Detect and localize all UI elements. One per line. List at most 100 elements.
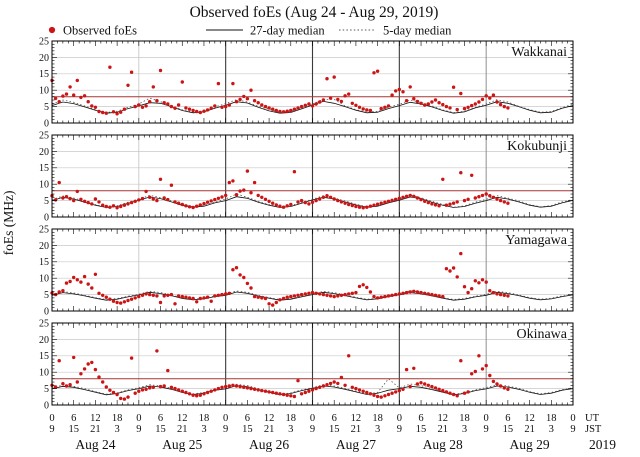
date-label: Aug 25 bbox=[162, 437, 202, 452]
ut-tick-label: 0 bbox=[49, 413, 54, 424]
jst-tick-label: 9 bbox=[484, 424, 489, 435]
y-tick-label: 25 bbox=[39, 130, 49, 141]
y-tick-label: 20 bbox=[39, 147, 49, 158]
y-tick-label: 5 bbox=[44, 290, 49, 301]
panel-kokubunji: 0 5 10 15 20 25 Kokubunji bbox=[39, 130, 574, 223]
chart-legend: Observed foEs 27-day median 5-day median bbox=[48, 24, 452, 38]
ut-tick-label: 18 bbox=[199, 413, 210, 424]
legend-median5-label: 5-day median bbox=[383, 24, 452, 38]
ut-tick-label: 0 bbox=[136, 413, 141, 424]
date-label: Aug 24 bbox=[75, 437, 115, 452]
median27-line bbox=[51, 291, 574, 301]
y-tick-label: 5 bbox=[44, 196, 49, 207]
y-tick-label: 10 bbox=[39, 274, 49, 285]
ut-tick-label: 12 bbox=[351, 413, 362, 424]
y-tick-label: 15 bbox=[39, 257, 49, 268]
jst-tick-label: 15 bbox=[329, 424, 340, 435]
ut-tick-label: 6 bbox=[158, 413, 163, 424]
ut-tick-label: 6 bbox=[418, 413, 423, 424]
ut-tick-label: 18 bbox=[286, 413, 297, 424]
ut-tick-label: 18 bbox=[372, 413, 383, 424]
y-tick-label: 15 bbox=[39, 69, 49, 80]
y-tick-label: 20 bbox=[39, 53, 49, 64]
ut-tick-label: 6 bbox=[505, 413, 510, 424]
ut-tick-label: 18 bbox=[112, 413, 123, 424]
y-tick-label: 0 bbox=[44, 212, 49, 223]
y-tick-label: 10 bbox=[39, 180, 49, 191]
y-tick-label: 20 bbox=[39, 241, 49, 252]
legend-median27-label: 27-day median bbox=[250, 24, 325, 38]
jst-tick-label: 21 bbox=[177, 424, 188, 435]
y-tick-label: 0 bbox=[44, 400, 49, 411]
ut-tick-label: 0 bbox=[484, 413, 489, 424]
observed-points bbox=[50, 349, 510, 401]
jst-tick-label: 9 bbox=[570, 424, 575, 435]
station-label: Wakkanai bbox=[511, 45, 567, 60]
ut-tick-label: 18 bbox=[546, 413, 557, 424]
jst-tick-label: 3 bbox=[375, 424, 380, 435]
ut-tick-label: 12 bbox=[177, 413, 188, 424]
y-tick-label: 5 bbox=[44, 384, 49, 395]
ut-tick-label: 0 bbox=[397, 413, 402, 424]
panel-yamagawa: 0 5 10 15 20 25 Yamagawa bbox=[39, 224, 574, 317]
jst-tick-label: 3 bbox=[288, 424, 293, 435]
observed-points bbox=[50, 65, 510, 116]
date-label: Aug 26 bbox=[249, 437, 289, 452]
jst-tick-label: 15 bbox=[68, 424, 79, 435]
jst-tick-label: 15 bbox=[242, 424, 253, 435]
y-tick-label: 10 bbox=[39, 86, 49, 97]
y-tick-label: 10 bbox=[39, 368, 49, 379]
y-tick-label: 25 bbox=[39, 318, 49, 329]
jst-tick-label: 21 bbox=[524, 424, 535, 435]
panel-wakkanai: 0 5 10 15 20 25 Wakkanai bbox=[39, 36, 574, 129]
y-axis-label: foEs (MHz) bbox=[1, 191, 16, 256]
ut-tick-label: 6 bbox=[245, 413, 250, 424]
ut-unit-label: UT bbox=[585, 413, 600, 424]
y-tick-label: 15 bbox=[39, 351, 49, 362]
median5-line bbox=[51, 97, 574, 113]
y-tick-label: 25 bbox=[39, 224, 49, 235]
jst-tick-label: 3 bbox=[549, 424, 554, 435]
jst-tick-label: 15 bbox=[155, 424, 166, 435]
ut-tick-label: 6 bbox=[71, 413, 76, 424]
jst-unit-label: JST bbox=[585, 424, 602, 435]
jst-tick-label: 21 bbox=[90, 424, 101, 435]
date-label: Aug 27 bbox=[336, 437, 376, 452]
station-label: Kokubunji bbox=[507, 139, 567, 154]
median5-line bbox=[51, 378, 574, 395]
jst-tick-label: 3 bbox=[201, 424, 206, 435]
date-label: Aug 29 bbox=[510, 437, 550, 452]
y-tick-label: 5 bbox=[44, 102, 49, 113]
y-tick-label: 0 bbox=[44, 306, 49, 317]
y-tick-label: 0 bbox=[44, 118, 49, 129]
jst-tick-label: 3 bbox=[115, 424, 120, 435]
jst-tick-label: 9 bbox=[223, 424, 228, 435]
legend-observed-label: Observed foEs bbox=[63, 24, 137, 38]
panel-okinawa: 0 5 10 15 20 25 Okinawa bbox=[39, 318, 574, 411]
jst-tick-label: 9 bbox=[310, 424, 315, 435]
ut-tick-label: 18 bbox=[459, 413, 470, 424]
year-label: 2019 bbox=[589, 437, 616, 452]
jst-tick-label: 15 bbox=[503, 424, 514, 435]
jst-tick-label: 21 bbox=[351, 424, 362, 435]
y-tick-label: 15 bbox=[39, 163, 49, 174]
chart-title: Observed foEs (Aug 24 - Aug 29, 2019) bbox=[190, 4, 439, 21]
ut-tick-label: 12 bbox=[438, 413, 449, 424]
observed-points bbox=[50, 169, 510, 210]
jst-tick-label: 3 bbox=[462, 424, 467, 435]
date-label: Aug 28 bbox=[423, 437, 463, 452]
jst-tick-label: 21 bbox=[438, 424, 449, 435]
ut-tick-label: 12 bbox=[90, 413, 101, 424]
jst-tick-label: 21 bbox=[264, 424, 275, 435]
ut-tick-label: 0 bbox=[223, 413, 228, 424]
ut-tick-label: 0 bbox=[570, 413, 575, 424]
ut-tick-label: 6 bbox=[332, 413, 337, 424]
station-label: Yamagawa bbox=[505, 233, 567, 248]
observed-dot-icon bbox=[48, 26, 56, 34]
jst-tick-label: 15 bbox=[416, 424, 427, 435]
y-tick-label: 25 bbox=[39, 36, 49, 47]
ut-tick-label: 0 bbox=[310, 413, 315, 424]
